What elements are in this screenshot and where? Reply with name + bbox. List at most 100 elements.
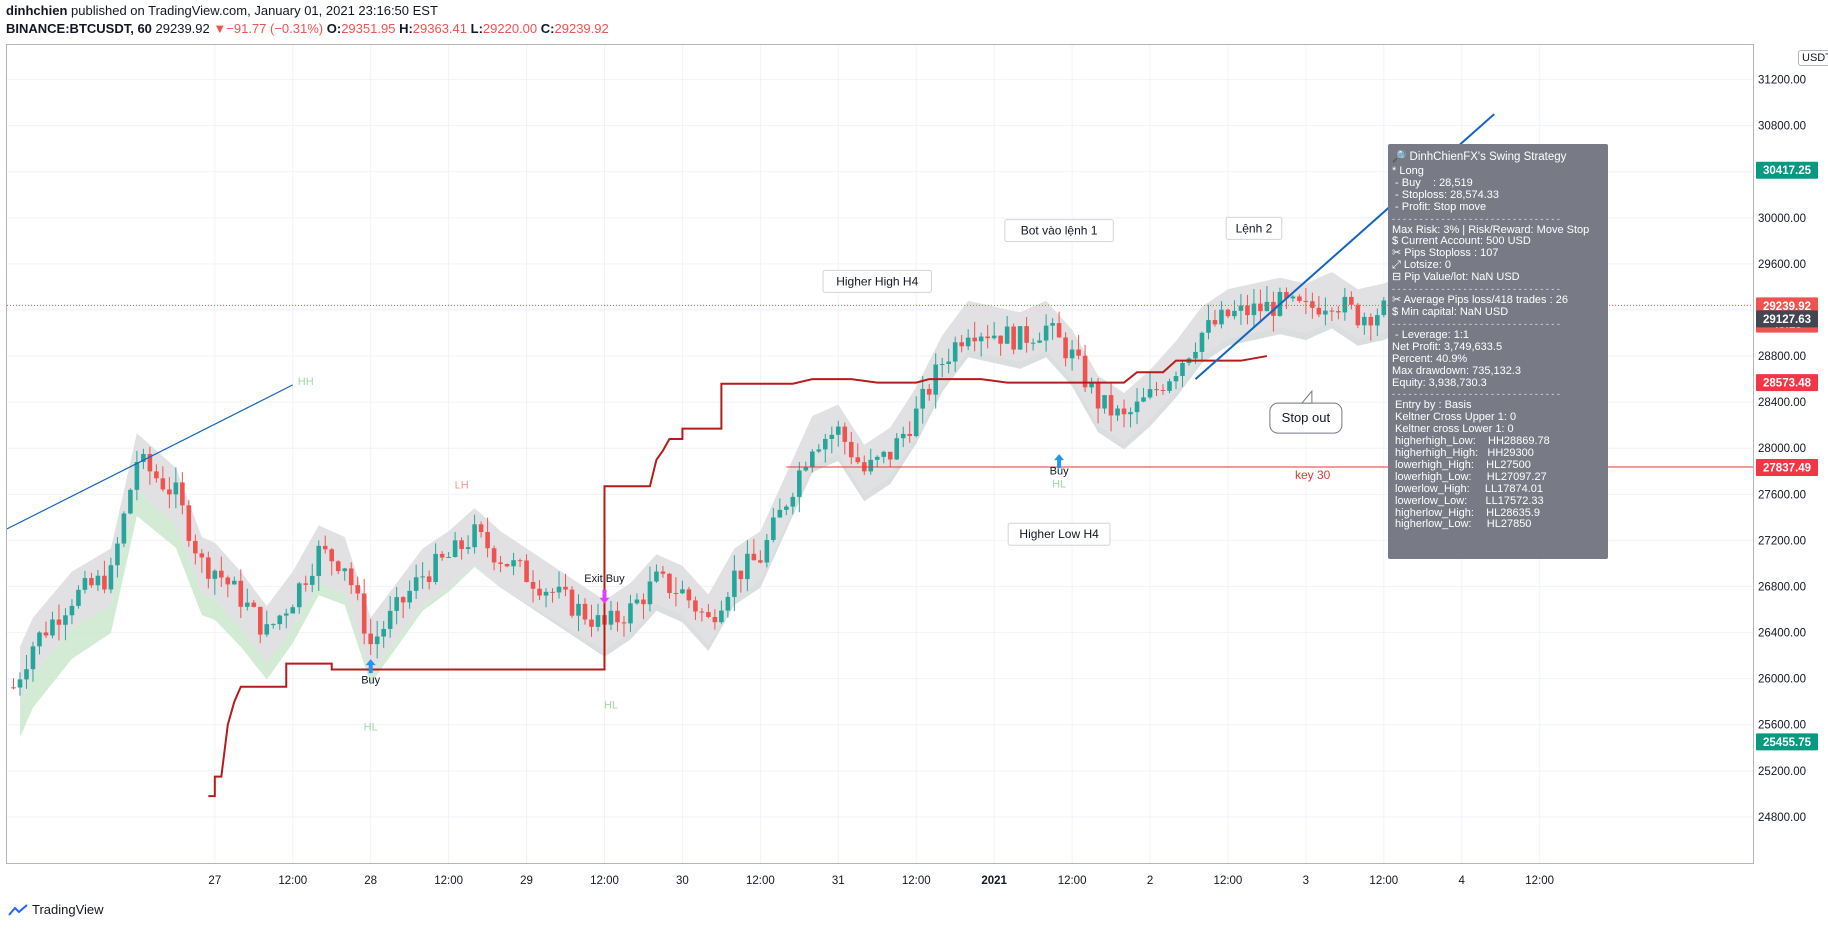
candle xyxy=(978,336,984,342)
price-tag-label: 29127.63 xyxy=(1763,314,1811,326)
pivot-label: HL xyxy=(364,722,378,734)
panel-line: $ Min capital: NaN USD xyxy=(1392,305,1509,318)
signal-label: Buy xyxy=(1050,466,1069,478)
panel-line: lowerhigh_High: HL27500 xyxy=(1392,458,1531,471)
candle xyxy=(459,540,464,549)
candle xyxy=(524,560,529,582)
panel-line: lowerlow_Low: LL17572.33 xyxy=(1392,494,1544,507)
candle xyxy=(1089,383,1094,388)
x-tick-label: 12:00 xyxy=(746,875,775,887)
annotation-label: Lệnh 2 xyxy=(1236,221,1273,235)
candle xyxy=(24,669,29,680)
candle xyxy=(30,646,36,670)
candle xyxy=(699,611,705,613)
candle xyxy=(342,568,348,572)
candle xyxy=(1173,376,1179,382)
currency-badge[interactable]: USDT xyxy=(1798,50,1828,66)
pivot-label: HH xyxy=(298,376,314,388)
price-axis: 24800.00 25200.00 25600.00 26000.00 26400.00… xyxy=(1756,75,1818,824)
tradingview-logo-icon xyxy=(8,903,28,916)
close-label: C: xyxy=(540,21,555,36)
candle xyxy=(959,342,964,347)
candle xyxy=(1076,349,1081,356)
candle xyxy=(465,547,471,549)
candle xyxy=(758,560,763,563)
candle xyxy=(874,456,880,460)
candle xyxy=(751,553,757,561)
panel-line: - Leverage: 1:1 xyxy=(1392,328,1470,341)
candle xyxy=(1219,309,1224,325)
candle xyxy=(1082,355,1088,388)
y-tick-label: 28000.00 xyxy=(1758,443,1806,455)
low-value: 29220.00 xyxy=(482,21,538,36)
panel-line: lowerlow_High: LL17874.01 xyxy=(1392,482,1544,495)
candle xyxy=(1336,311,1341,313)
panel-line: Keltner cross Lower 1: 0 xyxy=(1392,423,1514,436)
symbol-name: BINANCE:BTCUSDT, 60 xyxy=(6,21,152,36)
candle xyxy=(232,580,237,585)
candle xyxy=(102,575,107,590)
candle xyxy=(1043,325,1049,341)
high-label: H: xyxy=(399,21,413,36)
x-tick-label: 12:00 xyxy=(1058,875,1087,887)
panel-separator: - - - - - - - - - - - - - - - - - - - - … xyxy=(1392,318,1560,329)
candle xyxy=(946,361,951,365)
x-tick-label: 12:00 xyxy=(1214,875,1243,887)
candle xyxy=(264,624,270,635)
candle xyxy=(829,434,835,439)
candle xyxy=(251,602,257,607)
candle xyxy=(1245,305,1250,316)
panel-line: ⤢ Lotsize: 0 xyxy=(1392,259,1451,272)
candle xyxy=(595,615,601,627)
candle xyxy=(69,605,75,616)
panel-line: Net Profit: 3,749,633.5 xyxy=(1392,340,1503,353)
panel-line: Percent: 40.9% xyxy=(1392,352,1468,365)
candle xyxy=(56,619,62,625)
candle xyxy=(413,577,419,591)
candle xyxy=(972,337,977,342)
tradingview-brand[interactable]: TradingView xyxy=(8,902,104,917)
candle xyxy=(11,687,16,689)
candle xyxy=(141,453,146,462)
panel-line: - Profit: Stop move xyxy=(1392,200,1487,213)
author-name[interactable]: dinhchien xyxy=(6,3,68,18)
trend-line-left xyxy=(6,384,294,530)
price-tag-label: 29239.92 xyxy=(1763,301,1811,313)
candle xyxy=(556,586,562,593)
candle xyxy=(1063,337,1068,359)
panel-line: lowerhigh_Low: HL27097.27 xyxy=(1392,470,1547,483)
bubble-tail xyxy=(1300,389,1313,404)
candle xyxy=(1024,326,1029,343)
candle xyxy=(855,457,861,463)
x-tick-label: 2021 xyxy=(981,875,1007,887)
candle xyxy=(478,524,484,533)
candle xyxy=(952,342,958,362)
candle xyxy=(173,482,179,495)
candle xyxy=(426,576,432,583)
candle xyxy=(926,388,932,395)
keltner-channel xyxy=(19,271,1436,703)
high-value: 29363.41 xyxy=(412,21,468,36)
y-tick-label: 28400.00 xyxy=(1758,397,1806,409)
candle xyxy=(1128,412,1133,415)
stop-loss-line xyxy=(208,355,1268,798)
candle xyxy=(771,517,776,540)
candle xyxy=(1095,383,1101,409)
price-tag xyxy=(1756,161,1818,179)
candle xyxy=(348,568,354,586)
candle xyxy=(797,470,802,497)
panel-line: ⊟ Pip Value/lot: NaN USD xyxy=(1392,271,1520,284)
candle xyxy=(160,478,166,490)
candle xyxy=(50,619,55,636)
candle xyxy=(387,610,393,629)
candle xyxy=(1121,408,1127,415)
x-tick-label: 29 xyxy=(520,875,533,887)
brand-name: TradingView xyxy=(32,902,104,917)
panel-line: higherlow_Low: HL27850 xyxy=(1392,518,1532,531)
candle xyxy=(784,506,789,510)
candle xyxy=(822,438,828,450)
panel-separator: - - - - - - - - - - - - - - - - - - - - … xyxy=(1392,284,1560,295)
y-tick-label: 26000.00 xyxy=(1758,674,1806,686)
candles xyxy=(11,281,1439,696)
